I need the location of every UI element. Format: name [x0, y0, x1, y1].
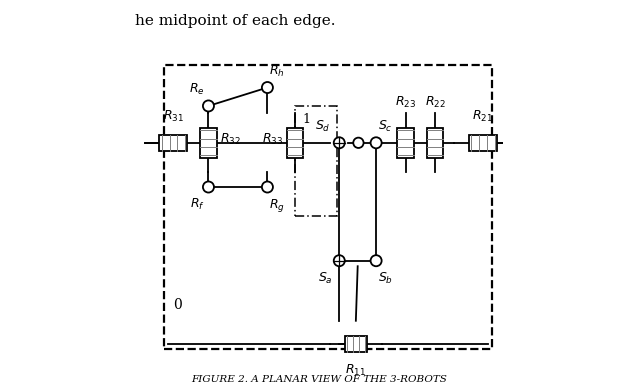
Bar: [345, 335, 367, 352]
Circle shape: [203, 181, 214, 193]
Text: $S_d$: $S_d$: [315, 119, 330, 134]
Bar: [427, 128, 443, 157]
Circle shape: [262, 181, 273, 193]
Text: $R_g$: $R_g$: [269, 197, 285, 214]
Circle shape: [334, 137, 345, 148]
Bar: [397, 128, 413, 157]
Text: he midpoint of each edge.: he midpoint of each edge.: [135, 14, 335, 28]
Circle shape: [371, 255, 382, 266]
Text: 0: 0: [173, 298, 182, 312]
Text: $R_e$: $R_e$: [189, 81, 205, 97]
Text: $R_{11}$: $R_{11}$: [345, 363, 366, 378]
Text: $S_a$: $S_a$: [318, 271, 332, 286]
Text: $R_{33}$: $R_{33}$: [262, 132, 283, 147]
Circle shape: [334, 255, 345, 266]
Text: $R_{22}$: $R_{22}$: [425, 95, 445, 110]
Text: $R_{21}$: $R_{21}$: [473, 108, 493, 124]
Text: $R_h$: $R_h$: [269, 64, 285, 80]
Text: $R_{32}$: $R_{32}$: [220, 132, 241, 147]
Circle shape: [371, 137, 382, 148]
Circle shape: [262, 82, 273, 93]
Text: FIGURE 2. A PLANAR VIEW OF THE 3-ROBOTS: FIGURE 2. A PLANAR VIEW OF THE 3-ROBOTS: [191, 375, 447, 384]
Text: $R_{23}$: $R_{23}$: [395, 95, 416, 110]
Circle shape: [203, 100, 214, 112]
Bar: [469, 135, 497, 151]
Text: 1: 1: [302, 113, 310, 126]
Text: $S_b$: $S_b$: [378, 271, 393, 286]
Circle shape: [353, 138, 364, 148]
Bar: [200, 128, 216, 157]
Bar: [160, 135, 188, 151]
Bar: [287, 128, 303, 157]
Text: $R_{31}$: $R_{31}$: [163, 108, 184, 124]
Text: $R_f$: $R_f$: [190, 197, 205, 212]
Text: $S_c$: $S_c$: [378, 119, 392, 134]
